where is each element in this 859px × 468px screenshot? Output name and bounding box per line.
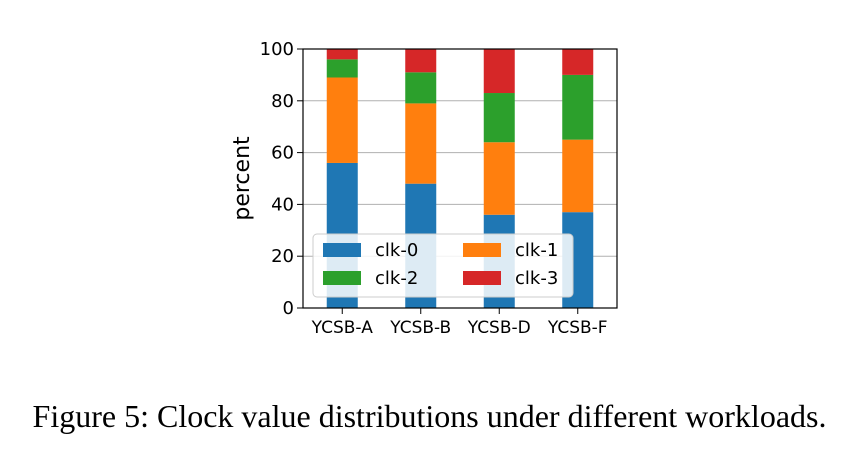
x-axis-ticks: YCSB-A YCSB-B YCSB-D YCSB-F bbox=[311, 308, 608, 338]
legend-swatch-clk-0 bbox=[323, 243, 361, 257]
legend-swatch-clk-1 bbox=[463, 243, 501, 257]
bar-segment-clk-2 bbox=[405, 72, 437, 104]
bar-segment-clk-3 bbox=[405, 49, 437, 73]
legend-box bbox=[312, 233, 574, 298]
y-tick-label: 20 bbox=[271, 246, 294, 267]
y-tick-label: 40 bbox=[271, 194, 294, 215]
stacked-bar-chart: 0 20 40 60 80 100 YCSB-A YCSB-B YCSB-D YCSB-F pe… bbox=[230, 39, 618, 338]
legend-label-clk-3: clk-3 bbox=[515, 268, 558, 289]
legend-label-clk-2: clk-2 bbox=[375, 268, 418, 289]
bar-segment-clk-2 bbox=[562, 74, 594, 140]
legend-label-clk-0: clk-0 bbox=[375, 240, 418, 261]
legend-label-clk-1: clk-1 bbox=[515, 240, 558, 261]
plot-frame bbox=[302, 48, 618, 309]
bar-segment-clk-2 bbox=[326, 59, 358, 78]
x-tick-label: YCSB-B bbox=[389, 318, 451, 338]
y-tick-label: 0 bbox=[283, 298, 294, 319]
bar-segment-clk-3 bbox=[483, 49, 515, 94]
bar-segment-clk-3 bbox=[562, 49, 594, 75]
x-tick-label: YCSB-D bbox=[467, 318, 531, 338]
bar-segment-clk-1 bbox=[562, 139, 594, 213]
bar-segment-clk-1 bbox=[483, 142, 515, 215]
bars bbox=[326, 49, 594, 308]
y-axis-label: percent bbox=[230, 136, 255, 221]
y-tick-label: 100 bbox=[260, 39, 294, 60]
x-tick-label: YCSB-F bbox=[547, 318, 608, 338]
bar-segment-clk-2 bbox=[483, 93, 515, 143]
y-tick-label: 80 bbox=[271, 91, 294, 112]
y-axis-ticks: 0 20 40 60 80 100 bbox=[260, 39, 303, 319]
bar-segment-clk-1 bbox=[326, 77, 358, 163]
legend: clk-0 clk-1 clk-2 clk-3 bbox=[312, 233, 574, 298]
legend-swatch-clk-2 bbox=[323, 271, 361, 285]
bar-segment-clk-3 bbox=[326, 49, 358, 60]
x-tick-label: YCSB-A bbox=[311, 318, 374, 338]
y-tick-label: 60 bbox=[271, 143, 294, 164]
figure-caption: Figure 5: Clock value distributions unde… bbox=[32, 398, 827, 434]
bar-segment-clk-1 bbox=[405, 103, 437, 184]
legend-swatch-clk-3 bbox=[463, 271, 501, 285]
